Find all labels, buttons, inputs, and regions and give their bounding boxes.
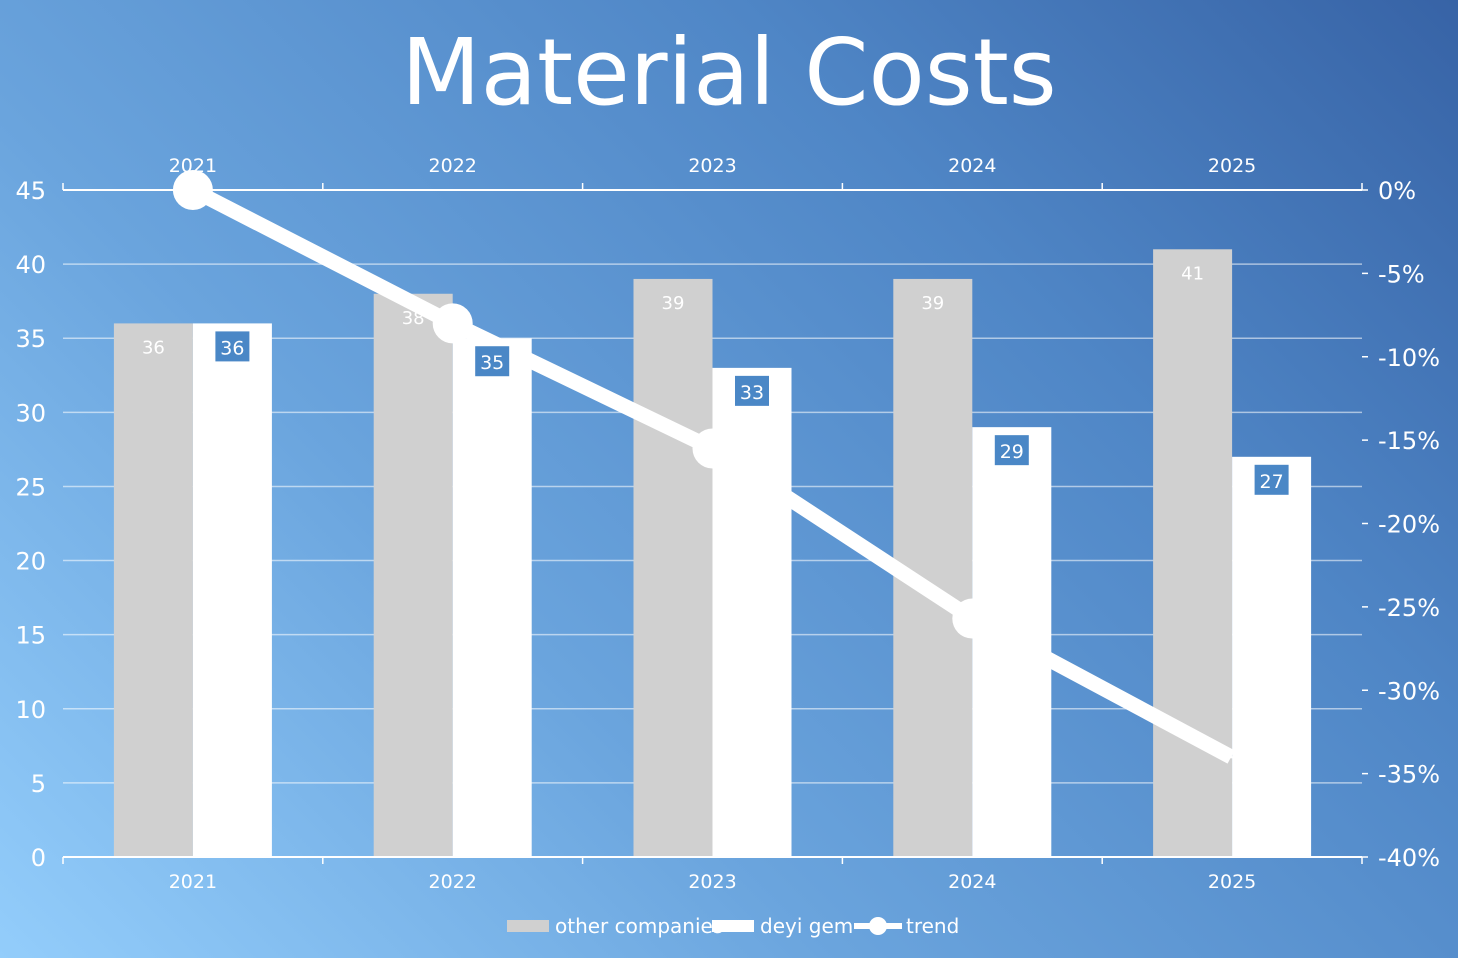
data-label-box <box>735 375 769 406</box>
y-left-tick-label: 35 <box>15 325 46 353</box>
data-label-other-companies: 39 <box>921 293 944 314</box>
y-right-tick-label: -10% <box>1378 344 1440 372</box>
data-label-other-companies: 39 <box>662 293 685 314</box>
y-left-tick-label: 15 <box>15 622 46 650</box>
data-label-deyi-gem: 36 <box>220 337 244 359</box>
bar-other-companies <box>633 278 713 857</box>
data-label-other-companies: 36 <box>142 337 165 358</box>
x-top-category-label: 2022 <box>429 155 477 177</box>
y-left-tick-label: 40 <box>15 251 46 279</box>
data-label-box <box>1254 464 1289 495</box>
x-top-category-label: 2025 <box>1208 155 1256 177</box>
y-left-tick-label: 30 <box>15 399 46 427</box>
data-label-box <box>475 346 510 377</box>
y-left-tick-label: 45 <box>15 177 46 205</box>
data-label-deyi-gem: 35 <box>480 352 504 374</box>
data-label-other-companies: 41 <box>1181 263 1204 284</box>
y-right-tick-label: -35% <box>1378 761 1440 789</box>
x-bottom-category-label: 2022 <box>429 871 477 893</box>
x-top-category-label: 2023 <box>688 155 736 177</box>
x-bottom-category-label: 2023 <box>688 871 736 893</box>
y-left-tick-label: 10 <box>15 696 46 724</box>
y-left-tick-label: 5 <box>31 770 46 798</box>
legend-label: other companies <box>555 914 723 938</box>
data-label-other-companies: 38 <box>402 308 425 329</box>
y-right-tick-label: -15% <box>1378 427 1440 455</box>
y-right-tick-label: -30% <box>1378 677 1440 705</box>
x-top-category-label: 2021 <box>169 155 217 177</box>
y-right-tick-label: -5% <box>1378 260 1425 288</box>
trend-point <box>692 428 733 469</box>
x-bottom-category-label: 2025 <box>1208 871 1256 893</box>
y-right-tick-label: -40% <box>1378 844 1440 872</box>
bar-deyi-gem <box>1232 456 1312 857</box>
bar-other-companies <box>373 293 453 857</box>
data-label-deyi-gem: 33 <box>740 382 764 404</box>
y-right-tick-label: -20% <box>1378 511 1440 539</box>
bar-other-companies <box>113 323 193 857</box>
y-left-tick-label: 25 <box>15 473 46 501</box>
trend-point <box>432 303 473 344</box>
y-right-tick-label: -25% <box>1378 594 1440 622</box>
legend-label: deyi gem <box>760 914 853 938</box>
data-label-deyi-gem: 29 <box>1000 441 1024 463</box>
bar-other-companies <box>1153 249 1233 858</box>
data-label-box <box>994 435 1029 466</box>
legend-swatch-trend-marker <box>869 917 887 935</box>
x-bottom-category-label: 2024 <box>948 871 996 893</box>
y-right-tick-label: 0% <box>1378 177 1416 205</box>
x-bottom-category-label: 2021 <box>169 871 217 893</box>
data-label-deyi-gem: 27 <box>1260 471 1284 493</box>
x-top-category-label: 2024 <box>948 155 996 177</box>
legend-swatch-deyi-gem <box>712 920 754 932</box>
legend-label: trend <box>906 914 959 938</box>
trend-point <box>172 170 213 210</box>
y-left-tick-label: 0 <box>31 844 46 872</box>
legend-swatch-other-companies <box>507 920 549 932</box>
trend-point <box>952 598 993 639</box>
y-left-tick-label: 20 <box>15 548 46 576</box>
bar-deyi-gem <box>192 323 272 857</box>
data-label-box <box>215 331 250 362</box>
chart-title: Material Costs <box>401 19 1056 126</box>
bar-deyi-gem <box>452 338 532 857</box>
